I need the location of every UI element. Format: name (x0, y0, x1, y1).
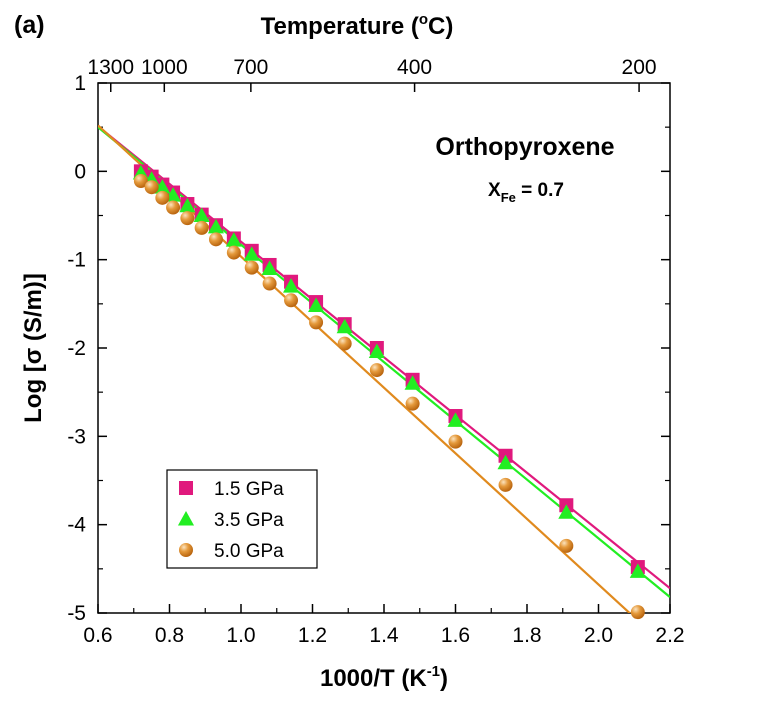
top-tick-label: 200 (622, 56, 657, 79)
y-tick-label: -5 (67, 602, 86, 625)
data-point (180, 211, 195, 226)
data-point (244, 260, 259, 275)
x-axis-title-sup: -1 (427, 663, 440, 680)
data-point (154, 179, 171, 194)
y-tick-label: -3 (67, 425, 86, 448)
data-point (404, 375, 421, 390)
data-point (262, 276, 277, 291)
x-tick-label: 1.0 (226, 624, 255, 647)
data-point (558, 504, 575, 519)
annotation-xfe-sub: Fe (501, 190, 516, 205)
data-point (133, 174, 148, 189)
legend-marker (179, 543, 193, 557)
y-axis-title: Log [σ (S/m)] (20, 273, 47, 423)
top-tick-label: 1300 (87, 56, 134, 79)
annotation-title: Orthopyroxene (435, 133, 614, 161)
y-tick-label: -1 (67, 249, 86, 272)
data-point (405, 396, 420, 411)
legend-label: 1.5 GPa (214, 479, 284, 500)
data-point (284, 293, 299, 308)
top-axis-title: Temperature (oC) (261, 11, 454, 40)
data-point (155, 190, 170, 205)
x-tick-label: 1.4 (369, 624, 399, 647)
legend-label: 3.5 GPa (214, 510, 284, 531)
data-point (369, 363, 384, 378)
legend-marker (177, 510, 195, 526)
top-axis-title-tail: C) (428, 13, 453, 40)
x-tick-label: 1.6 (441, 624, 470, 647)
panel-label: (a) (14, 11, 45, 39)
x-tick-label: 1.2 (298, 624, 327, 647)
y-tick-label: 1 (74, 72, 86, 95)
annotation-xfe: XFe = 0.7 (488, 180, 564, 205)
x-tick-label: 2.2 (655, 624, 684, 647)
data-point (261, 260, 278, 275)
x-tick-label: 0.8 (155, 624, 184, 647)
x-axis-title-main: 1000/T (K (320, 665, 427, 692)
data-point (194, 220, 209, 235)
data-point (179, 197, 196, 213)
top-tick-label: 700 (233, 56, 268, 79)
fit-line (98, 124, 632, 613)
top-tick-label: 1000 (141, 56, 188, 79)
x-tick-label: 0.6 (83, 624, 112, 647)
data-point (283, 278, 300, 293)
top-axis-title-main: Temperature ( (261, 13, 419, 40)
data-point (193, 207, 210, 222)
y-tick-label: 0 (74, 160, 86, 183)
y-tick-label: -4 (67, 514, 86, 537)
data-point (448, 434, 463, 449)
data-point (207, 218, 225, 234)
legend-label: 5.0 GPa (214, 541, 284, 562)
data-points (132, 164, 646, 620)
data-point (630, 605, 645, 620)
x-axis-title: 1000/T (K-1) (320, 663, 448, 692)
data-point (368, 343, 385, 358)
x-tick-label: 1.8 (512, 624, 541, 647)
data-point (336, 318, 353, 334)
data-point (629, 563, 646, 578)
annotation-xfe-tail: = 0.7 (516, 180, 564, 201)
x-axis-title-tail: ) (440, 665, 448, 692)
data-point (337, 336, 352, 351)
data-point (497, 454, 514, 470)
y-tick-label: -2 (67, 337, 86, 360)
legend-marker (179, 481, 193, 495)
legend: 1.5 GPa 3.5 GPa 5.0 GPa (166, 469, 318, 569)
y-axis: 1 0 -1 -2 -3 -4 -5 (67, 72, 670, 625)
annotation-xfe-main: X (488, 180, 501, 201)
top-axis: 1300 1000 700 400 200 (87, 56, 657, 92)
top-tick-label: 400 (397, 56, 432, 79)
x-tick-label: 2.0 (584, 624, 613, 647)
data-point (243, 246, 260, 261)
data-point (559, 538, 574, 553)
data-point (208, 232, 223, 247)
data-point (498, 477, 513, 492)
data-point (447, 412, 464, 427)
top-axis-title-sup: o (419, 11, 428, 28)
x-axis: 0.6 0.8 1.0 1.2 1.4 1.6 1.8 2.0 2.2 (83, 604, 685, 647)
data-point (226, 245, 241, 260)
data-point (166, 200, 181, 215)
data-point (144, 180, 159, 195)
data-point (308, 297, 325, 313)
data-point (309, 315, 324, 330)
data-point (225, 232, 242, 247)
